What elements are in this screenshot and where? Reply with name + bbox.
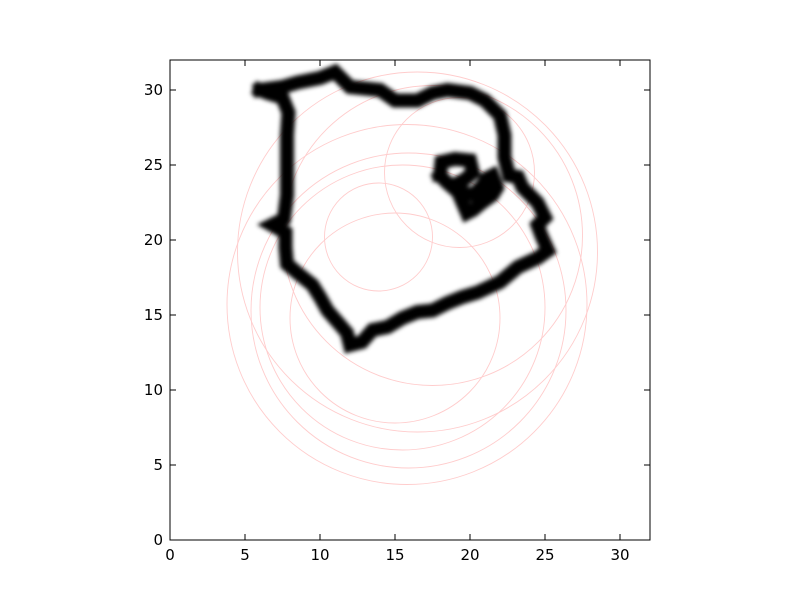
x-axis: 0 5 10 15 20 25 30	[165, 60, 630, 564]
axes-frame	[169, 59, 651, 541]
glyph-stroke-outline	[250, 63, 557, 354]
overlay-circle-6	[226, 124, 588, 485]
glyph-stroke-inner-loop	[430, 151, 505, 223]
x-tick-label: 5	[240, 546, 250, 564]
plot-area: 0 5 10 15 20 25 30 0 5 10 15 20 25 30	[144, 59, 651, 564]
overlay-circle-1	[259, 164, 546, 451]
y-tick-label: 0	[153, 531, 163, 549]
x-tick-label: 0	[165, 546, 175, 564]
x-tick-label: 30	[610, 546, 629, 564]
x-tick-label: 10	[310, 546, 329, 564]
overlay-circle-8	[237, 71, 598, 433]
overlay-circle-5	[324, 182, 433, 292]
y-tick-label: 5	[153, 456, 163, 474]
y-tick-label: 15	[144, 306, 163, 324]
y-tick-label: 25	[144, 156, 163, 174]
glyph-image	[250, 63, 557, 354]
y-tick-label: 10	[144, 381, 163, 399]
x-tick-label: 15	[385, 546, 404, 564]
y-tick-label: 30	[144, 81, 163, 99]
overlay-circle-4	[250, 152, 567, 469]
y-axis: 0 5 10 15 20 25 30	[144, 81, 650, 549]
axes-background	[170, 60, 650, 540]
y-tick-label: 20	[144, 231, 163, 249]
circle-overlay-group	[226, 71, 598, 485]
overlay-circle-2	[289, 212, 501, 424]
x-tick-label: 25	[535, 546, 554, 564]
x-tick-label: 20	[460, 546, 479, 564]
